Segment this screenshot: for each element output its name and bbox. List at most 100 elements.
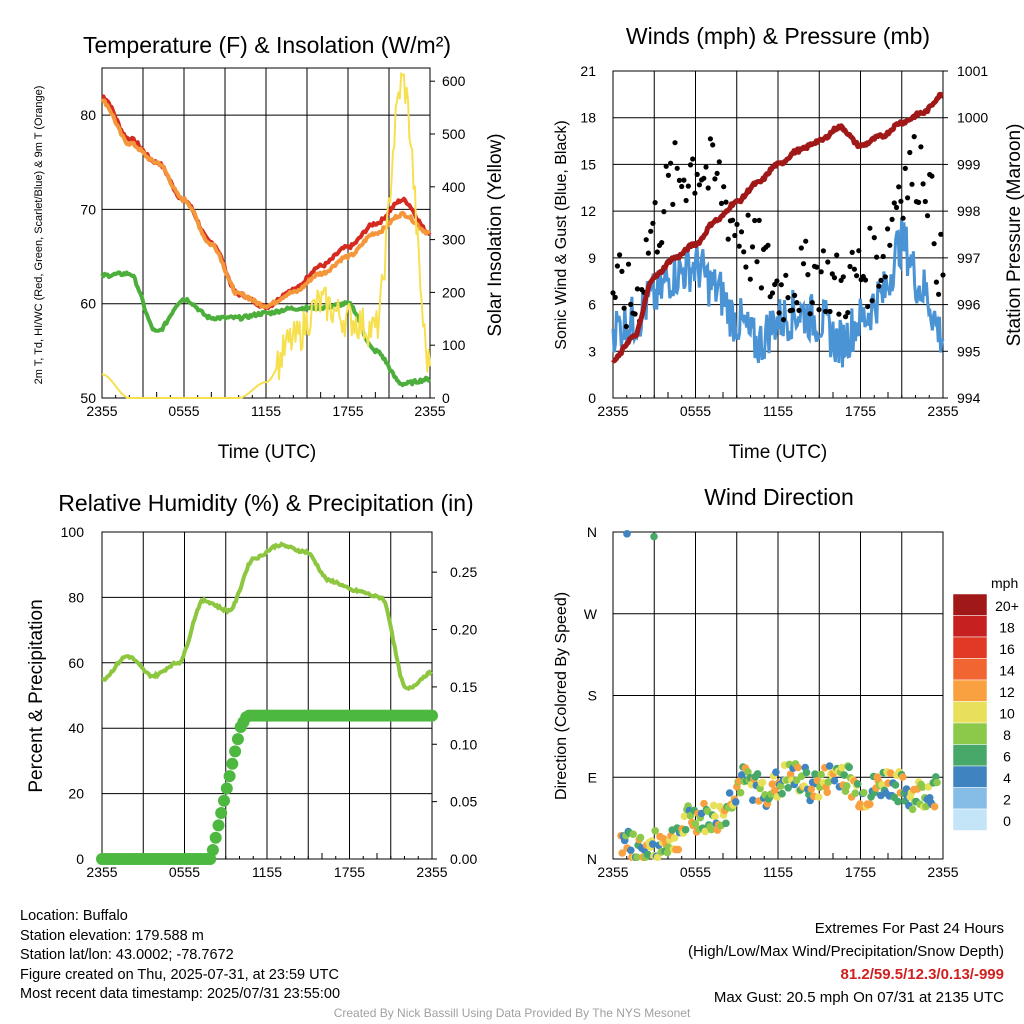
direction-point [756, 784, 764, 793]
direction-point [882, 789, 890, 797]
wind-gust-point [692, 190, 698, 196]
dir-ytick: S [588, 688, 597, 704]
wind-ytick-left: 9 [588, 250, 596, 266]
precip-point [162, 853, 175, 865]
precip-point [109, 853, 122, 865]
direction-point [658, 838, 667, 847]
wind-gust-point [659, 240, 665, 246]
direction-point [930, 802, 939, 811]
colorbar-label: 2 [1003, 791, 1011, 807]
precip-point [342, 709, 355, 722]
direction-point [692, 828, 701, 836]
wind-gust-point [936, 291, 942, 297]
direction-point [751, 773, 759, 781]
credit-line: Created By Nick Bassill Using Data Provi… [333, 1006, 691, 1020]
temp-ytick-right: 100 [442, 337, 466, 353]
wind-gust-point [820, 248, 827, 254]
direction-point [925, 794, 934, 802]
wind-gust-point [687, 162, 694, 168]
wind-gust-point [734, 221, 740, 227]
direction-point [794, 763, 802, 772]
wind-ytick-right: 996 [957, 297, 981, 313]
direction-point [873, 773, 881, 781]
rh-ytick-left: 40 [68, 720, 84, 736]
precip-point [115, 853, 128, 865]
precip-point [206, 844, 219, 856]
direction-point [905, 801, 913, 810]
direction-point [634, 841, 642, 849]
precip-point [173, 853, 186, 865]
direction-point [830, 776, 839, 785]
wind-gust-point [825, 259, 831, 265]
wind-gust-point [931, 241, 937, 247]
precip-point [395, 709, 408, 722]
direction-point [828, 771, 836, 780]
precip-point [304, 709, 316, 722]
direction-point [816, 783, 824, 791]
direction-point [932, 773, 940, 781]
wind-gust-point [933, 279, 940, 285]
direction-point [839, 781, 847, 789]
wind-xtick-label: 0555 [680, 403, 711, 419]
direction-point [902, 785, 911, 793]
direction-point [630, 853, 639, 861]
wind-gust-point [716, 159, 722, 165]
colorbar-label: 18 [999, 619, 1015, 635]
relative-humidity-line [101, 541, 433, 692]
wind-gust-point [803, 238, 809, 244]
direction-point [855, 802, 863, 811]
wind-gust-point [625, 261, 632, 267]
rh-xtick-label: 2355 [86, 864, 117, 880]
wind-ytick-right: 999 [957, 156, 981, 172]
wind-gust-point [707, 136, 714, 142]
temp-ylabel-left: 2m T, Td, HI/WC (Red, Green, Scarlet/Blu… [33, 86, 45, 385]
precip-point [378, 709, 391, 722]
direction-point [662, 840, 670, 848]
direction-point [686, 811, 695, 820]
wind-gust-point [796, 307, 802, 313]
direction-point [835, 783, 844, 791]
direction-point [740, 777, 748, 786]
wind-gust-point [909, 181, 915, 187]
precip-point [373, 709, 386, 722]
rh-ytick-left: 80 [68, 589, 84, 605]
precip-point [107, 853, 120, 865]
wind-gust-point [902, 165, 908, 171]
max-gust: Max Gust: 20.5 mph On 07/31 at 2135 UTC [713, 989, 1004, 1006]
wind-gust-point [696, 182, 703, 188]
precip-point [326, 709, 339, 722]
direction-point [647, 837, 656, 845]
temp-ytick-left: 50 [80, 390, 96, 406]
direction-point [927, 798, 935, 807]
rh-ytick-right: 0.10 [450, 736, 477, 752]
wind-gust-point [829, 271, 835, 277]
rh-chart-title: Relative Humidity (%) & Precipitation (i… [58, 490, 473, 516]
precip-point [387, 709, 400, 722]
direction-point [664, 843, 673, 852]
precip-point [179, 853, 192, 865]
direction-point [684, 802, 692, 810]
wind-gust-point [745, 212, 751, 218]
wind-gust-point [674, 165, 680, 171]
direction-point [645, 838, 653, 847]
precip-point [406, 709, 419, 722]
wind-gust-point [628, 301, 634, 307]
wind-gust-point [940, 272, 946, 278]
wind-gust-point [905, 195, 911, 201]
direction-point [697, 809, 706, 818]
direction-point [727, 800, 735, 809]
wind-xtick-label: 1155 [763, 403, 793, 419]
wind-gust-point [679, 183, 685, 190]
precip-point [209, 831, 222, 844]
wind-gust-point [827, 308, 833, 315]
wind-gust-point [778, 282, 784, 288]
precip-point [112, 853, 125, 865]
direction-point [836, 768, 845, 777]
direction-point [775, 781, 784, 789]
direction-point [709, 801, 718, 810]
precip-point [140, 853, 153, 865]
direction-point [750, 775, 758, 783]
rh-ytick-left: 100 [61, 524, 85, 540]
wind-gust-point [650, 220, 656, 226]
precip-point [212, 819, 225, 832]
